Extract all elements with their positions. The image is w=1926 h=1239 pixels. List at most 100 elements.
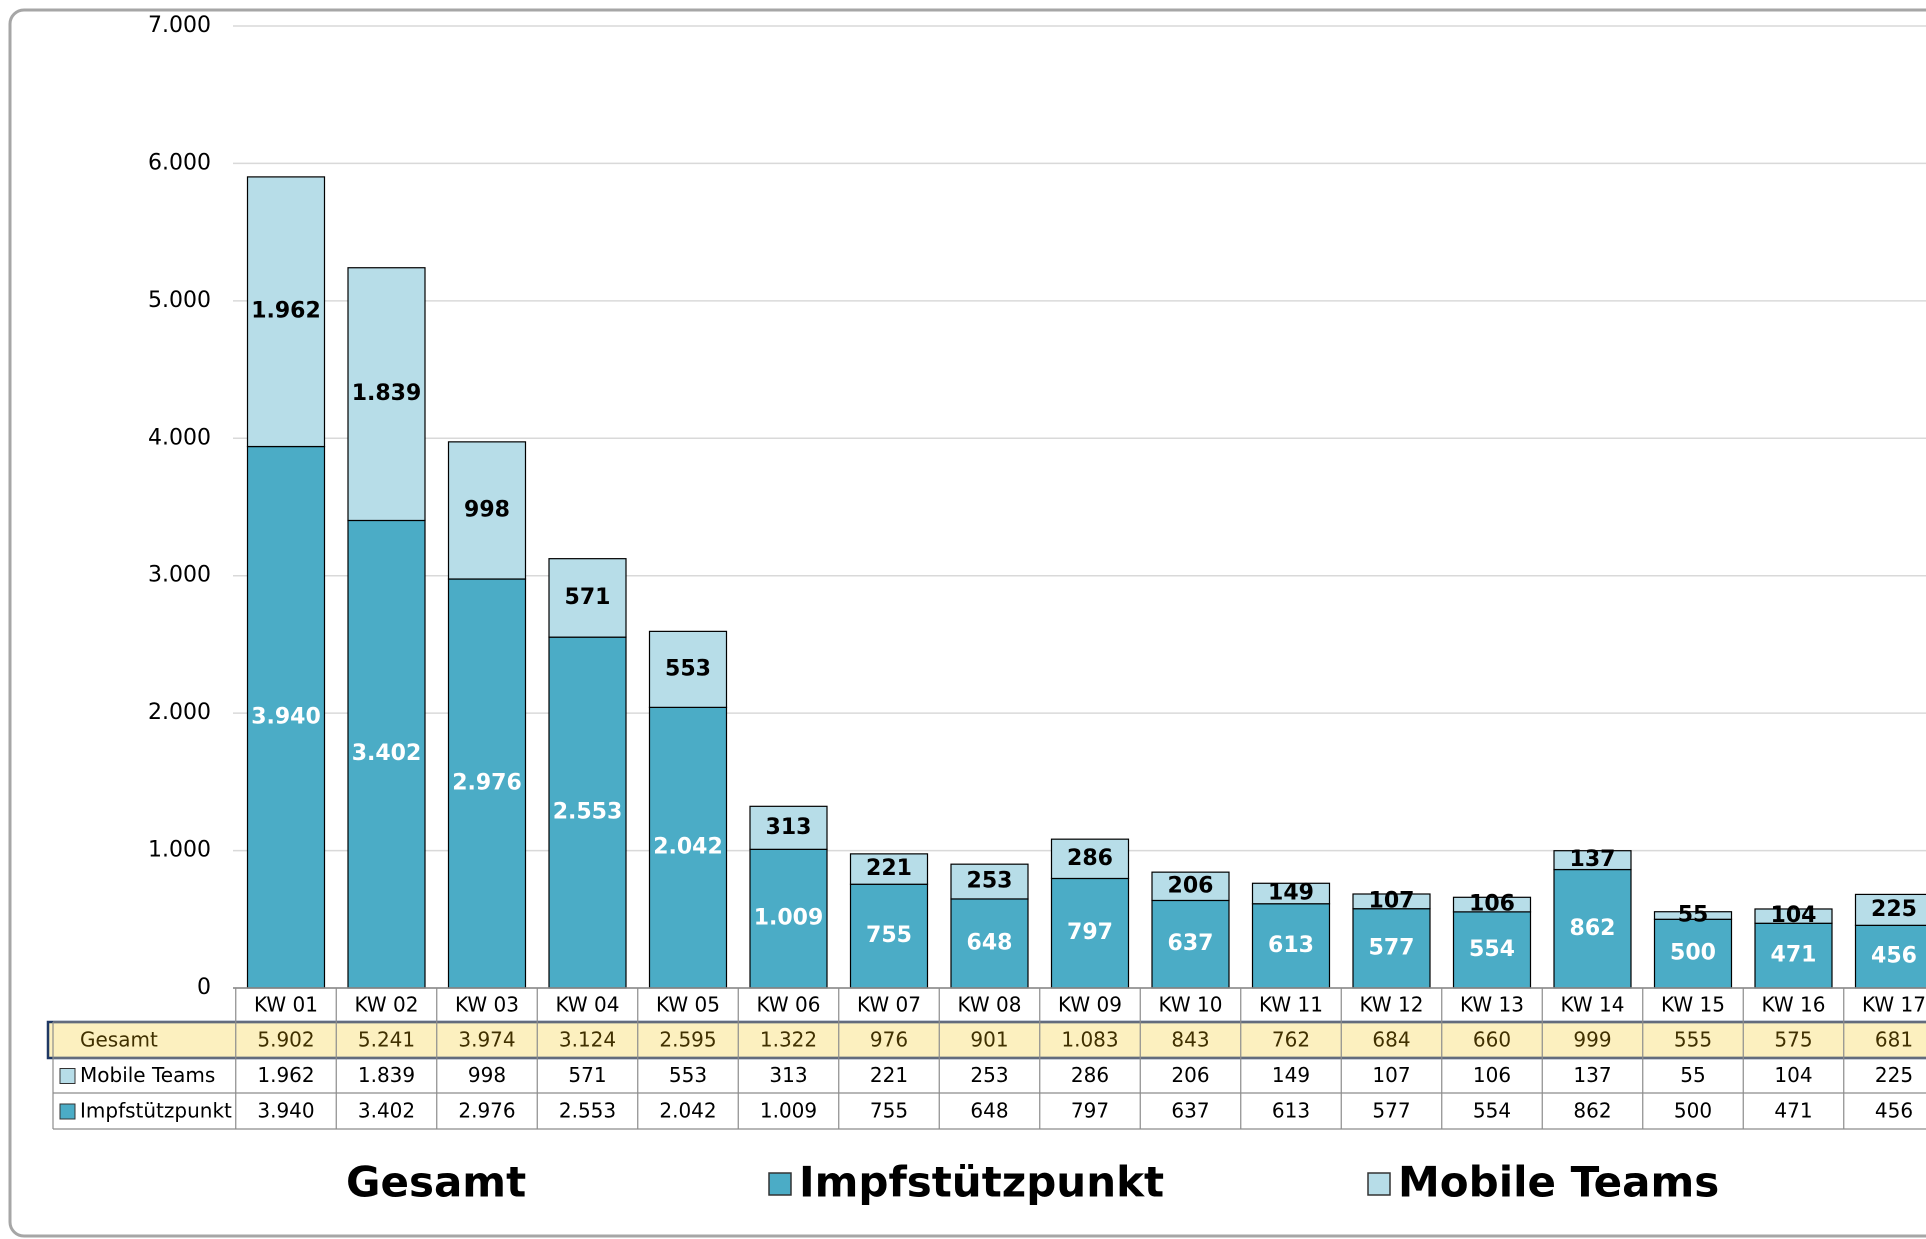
data-label: 1.962: [251, 299, 321, 324]
bar-segment: [1653, 911, 1733, 920]
data-label: 225: [1871, 897, 1917, 922]
data-label: 107: [1369, 888, 1415, 913]
bar-segment: [1754, 908, 1833, 924]
bar-segment: [648, 630, 728, 708]
legend-key: [768, 1172, 792, 1196]
x-tick-label: KW 13: [1460, 993, 1524, 1017]
table-cell: 575: [1774, 1028, 1812, 1052]
y-tick-label: 7.000: [148, 13, 211, 38]
y-tick-label: 2.000: [148, 700, 211, 725]
x-tick-label: KW 17: [1862, 993, 1926, 1017]
x-tick-label: KW 08: [958, 993, 1022, 1017]
data-label: 577: [1369, 935, 1415, 960]
bar-segment: [1050, 877, 1130, 989]
table-cell: 2.553: [559, 1099, 616, 1123]
data-label: 1.009: [754, 906, 824, 931]
data-label: 998: [464, 497, 510, 522]
bar-segment: [548, 636, 627, 989]
x-tick-label: KW 03: [455, 993, 519, 1017]
x-tick-label: KW 02: [355, 993, 419, 1017]
legend-key: [1367, 1172, 1391, 1196]
y-tick-label: 5.000: [148, 288, 211, 313]
x-tick-label: KW 04: [556, 993, 620, 1017]
bar-segment: [548, 558, 627, 638]
data-label: 554: [1469, 937, 1515, 962]
table-cell: 471: [1774, 1099, 1812, 1123]
bar-segment: [1553, 868, 1632, 989]
table-cell: 1.839: [358, 1063, 415, 1087]
y-tick-label: 1.000: [148, 838, 211, 863]
row-legend-key: [59, 1103, 76, 1120]
x-tick-label: KW 12: [1360, 993, 1424, 1017]
legend-label: Gesamt: [346, 1158, 526, 1207]
table-cell: 106: [1473, 1063, 1511, 1087]
data-label: 313: [766, 815, 812, 840]
table-cell: 456: [1875, 1099, 1913, 1123]
bar-segment: [749, 805, 828, 850]
table-cell: 2.042: [659, 1099, 716, 1123]
legend-label: Mobile Teams: [1398, 1158, 1719, 1207]
row-header: Gesamt: [80, 1028, 158, 1052]
bar-segment: [1050, 838, 1130, 880]
table-cell: 104: [1774, 1063, 1812, 1087]
data-label: 648: [967, 930, 1013, 955]
y-tick-label: 4.000: [148, 425, 211, 450]
data-label: 456: [1871, 944, 1917, 969]
y-tick-label: 6.000: [148, 150, 211, 175]
table-cell: 221: [870, 1063, 908, 1087]
data-label: 471: [1771, 943, 1817, 968]
table-cell: 571: [568, 1063, 606, 1087]
x-tick-label: KW 06: [757, 993, 821, 1017]
table-cell: 2.595: [659, 1028, 716, 1052]
table-cell: 637: [1171, 1099, 1209, 1123]
table-cell: 648: [970, 1099, 1008, 1123]
data-label: 104: [1771, 903, 1817, 928]
bar-segment: [1151, 871, 1230, 902]
table-cell: 3.940: [257, 1099, 314, 1123]
table-cell: 55: [1680, 1063, 1705, 1087]
table-cell: 313: [769, 1063, 807, 1087]
data-label: 613: [1268, 933, 1314, 958]
data-label: 797: [1067, 920, 1113, 945]
bar-segment: [1352, 893, 1431, 910]
bar-segment: [347, 267, 426, 522]
data-label: 755: [866, 923, 912, 948]
bar-segment: [447, 578, 527, 989]
table-cell: 253: [970, 1063, 1008, 1087]
table-cell: 843: [1171, 1028, 1209, 1052]
table-cell: 3.124: [559, 1028, 616, 1052]
table-cell: 762: [1272, 1028, 1310, 1052]
bar-segment: [1854, 924, 1926, 989]
row-header: Impfstützpunkt: [80, 1099, 232, 1123]
bar-segment: [849, 853, 929, 885]
bar-segment: [749, 848, 828, 989]
table-cell: 1.322: [760, 1028, 817, 1052]
row-header: Mobile Teams: [80, 1063, 215, 1087]
table-cell: 286: [1071, 1063, 1109, 1087]
row-legend-key: [59, 1068, 76, 1084]
data-label: 2.976: [452, 771, 522, 796]
data-label: 862: [1570, 916, 1616, 941]
bar-segment: [1553, 850, 1632, 871]
data-label: 221: [866, 856, 912, 881]
data-label: 3.940: [251, 704, 321, 729]
table-cell: 5.902: [257, 1028, 314, 1052]
bar-segment: [1854, 893, 1926, 926]
table-cell: 2.976: [458, 1099, 515, 1123]
table-cell: 3.974: [458, 1028, 515, 1052]
y-tick-label: 0: [197, 975, 211, 1000]
data-label: 206: [1168, 873, 1214, 898]
table-cell: 555: [1674, 1028, 1712, 1052]
x-tick-label: KW 14: [1561, 993, 1625, 1017]
x-tick-label: KW 01: [254, 993, 318, 1017]
table-cell: 755: [870, 1099, 908, 1123]
data-label: 553: [665, 656, 711, 681]
data-label: 137: [1570, 847, 1616, 872]
table-cell: 107: [1372, 1063, 1410, 1087]
bar-segment: [950, 898, 1029, 989]
bar-segment: [1151, 899, 1230, 989]
table-cell: 149: [1272, 1063, 1310, 1087]
bar-segment: [950, 863, 1029, 900]
table-cell: 660: [1473, 1028, 1511, 1052]
x-tick-label: KW 05: [656, 993, 720, 1017]
